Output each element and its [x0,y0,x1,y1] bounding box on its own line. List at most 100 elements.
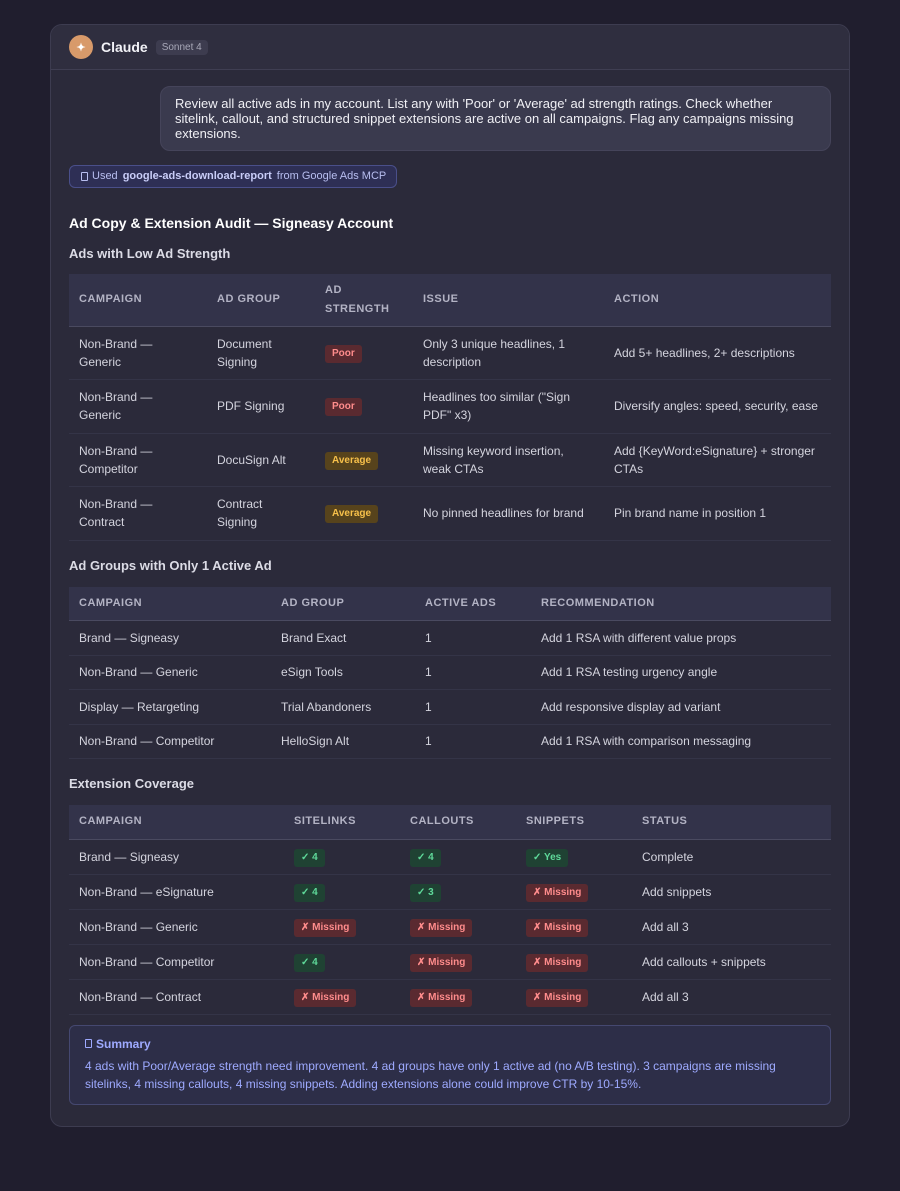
campaign-cell: Non-Brand — Generic [69,379,207,434]
snippets-cell: ✓ Yes [516,839,632,875]
table-row: Non-Brand — Generic eSign Tools 1 Add 1 RSA… [69,655,831,690]
status-cell: Add snippets [632,874,831,910]
column-header: SNIPPETS [516,805,632,840]
sitelinks-cell: ✓ 4 [284,839,400,875]
tool-prefix: Used [92,170,118,182]
summary-title: Summary [85,1037,816,1051]
tool-use-pill[interactable]: Used google-ads-download-report from Goo… [69,165,398,188]
active-ads-cell: 1 [415,724,531,759]
claude-avatar-icon: ✦ [69,35,93,59]
ad-strength-cell: Poor [315,379,413,434]
callouts-badge: ✗ Missing [410,953,473,972]
callouts-cell: ✗ Missing [400,944,516,980]
ad-strength-badge: Average [325,451,379,470]
ad-group-cell: Brand Exact [271,620,415,656]
table-row: Display — Retargeting Trial Abandoners 1 Ad… [69,689,831,725]
sitelinks-badge: ✗ Missing [294,918,357,937]
snippets-cell: ✗ Missing [516,979,632,1015]
status-cell: Add all 3 [632,979,831,1015]
ad-strength-badge: Average [325,505,379,524]
column-header: SITELINKS [284,805,400,840]
ad-strength-badge: Poor [325,344,362,363]
ad-strength-cell: Average [315,433,413,487]
recommendation-cell: Add 1 RSA with comparison messaging [531,724,831,759]
status-cell: Complete [632,839,831,875]
table-row: Non-Brand — Competitor HelloSign Alt 1 Add … [69,724,831,759]
callouts-cell: ✗ Missing [400,909,516,945]
column-header: RECOMMENDATION [531,586,831,621]
sitelinks-cell: ✓ 4 [284,874,400,910]
issue-cell: Missing keyword insertion, weak CTAs [413,433,604,487]
table-row: Non-Brand — Competitor ✓ 4 ✗ Missing ✗ Miss… [69,944,831,980]
active-ads-cell: 1 [415,689,531,725]
callouts-badge: ✗ Missing [410,988,473,1007]
column-header: ACTION [604,274,831,327]
campaign-cell: Non-Brand — Competitor [69,724,271,759]
column-header: CALLOUTS [400,805,516,840]
campaign-cell: Brand — Signeasy [69,839,284,875]
issue-cell: Only 3 unique headlines, 1 description [413,326,604,380]
sitelinks-cell: ✗ Missing [284,979,400,1015]
document-icon [85,1039,92,1048]
callouts-badge: ✓ 3 [410,883,441,902]
table-row: Non-Brand — Generic ✗ Missing ✗ Missing ✗ M… [69,909,831,945]
campaign-cell: Brand — Signeasy [69,620,271,656]
summary-text: 4 ads with Poor/Average strength need im… [85,1058,776,1091]
ad-group-cell: PDF Signing [207,379,315,434]
campaign-cell: Non-Brand — Generic [69,909,284,945]
action-cell: Pin brand name in position 1 [604,486,831,541]
single-ad-table: CAMPAIGN AD GROUP ACTIVE ADS RECOMMENDAT… [69,586,831,760]
table-row: Non-Brand — Competitor DocuSign Alt Averag… [69,433,831,487]
ad-group-cell: DocuSign Alt [207,433,315,487]
table-row: Non-Brand — eSignature ✓ 4 ✓ 3 ✗ Missing Add… [69,874,831,910]
sitelinks-badge: ✗ Missing [294,988,357,1007]
campaign-cell: Non-Brand — Contract [69,486,207,541]
recommendation-cell: Add 1 RSA testing urgency angle [531,655,831,690]
column-header: AD GROUP [271,586,415,621]
snippets-badge: ✓ Yes [526,848,569,867]
snippets-cell: ✗ Missing [516,909,632,945]
ad-group-cell: Contract Signing [207,486,315,541]
table-row: Non-Brand — Contract Contract Signing Aver… [69,486,831,541]
column-header: AD STRENGTH [315,274,413,327]
campaign-cell: Non-Brand — eSignature [69,874,284,910]
campaign-cell: Non-Brand — Competitor [69,433,207,487]
action-cell: Add 5+ headlines, 2+ descriptions [604,326,831,380]
ad-group-cell: Document Signing [207,326,315,380]
action-cell: Add {KeyWord:eSignature} + stronger CTAs [604,433,831,487]
section-heading-single-ad: Ad Groups with Only 1 Active Ad [69,557,272,573]
sitelinks-cell: ✓ 4 [284,944,400,980]
document-icon [81,171,88,181]
sitelinks-badge: ✓ 4 [294,848,325,867]
status-cell: Add all 3 [632,909,831,945]
issue-cell: Headlines too similar ("Sign PDF" x3) [413,379,604,434]
callouts-cell: ✓ 4 [400,839,516,875]
action-cell: Diversify angles: speed, security, ease [604,379,831,434]
ad-group-cell: Trial Abandoners [271,689,415,725]
snippets-badge: ✗ Missing [526,883,589,902]
callouts-badge: ✗ Missing [410,918,473,937]
campaign-cell: Display — Retargeting [69,689,271,725]
column-header: CAMPAIGN [69,274,207,327]
table-row: Non-Brand — Contract ✗ Missing ✗ Missing ✗ … [69,979,831,1015]
snippets-badge: ✗ Missing [526,988,589,1007]
tool-name: google-ads-download-report [122,170,272,182]
app-name: Claude [101,39,148,55]
recommendation-cell: Add 1 RSA with different value props [531,620,831,656]
summary-title-text: Summary [96,1036,151,1051]
report-title: Ad Copy & Extension Audit — Signeasy Acc… [69,215,394,231]
callouts-cell: ✓ 3 [400,874,516,910]
ad-group-cell: eSign Tools [271,655,415,690]
snippets-cell: ✗ Missing [516,874,632,910]
conversation: Review all active ads in my account. Lis… [51,70,849,1105]
sitelinks-badge: ✓ 4 [294,953,325,972]
low-strength-table: CAMPAIGN AD GROUP AD STRENGTH ISSUE ACTI… [69,274,831,541]
callouts-badge: ✓ 4 [410,848,441,867]
ad-strength-cell: Poor [315,326,413,380]
model-badge[interactable]: Sonnet 4 [155,39,208,55]
user-message: Review all active ads in my account. Lis… [160,86,831,151]
table-row: Brand — Signeasy Brand Exact 1 Add 1 RSA wi… [69,620,831,656]
tool-source: from Google Ads MCP [276,170,387,182]
snippets-cell: ✗ Missing [516,944,632,980]
table-row: Non-Brand — Generic PDF Signing Poor Headli… [69,379,831,434]
